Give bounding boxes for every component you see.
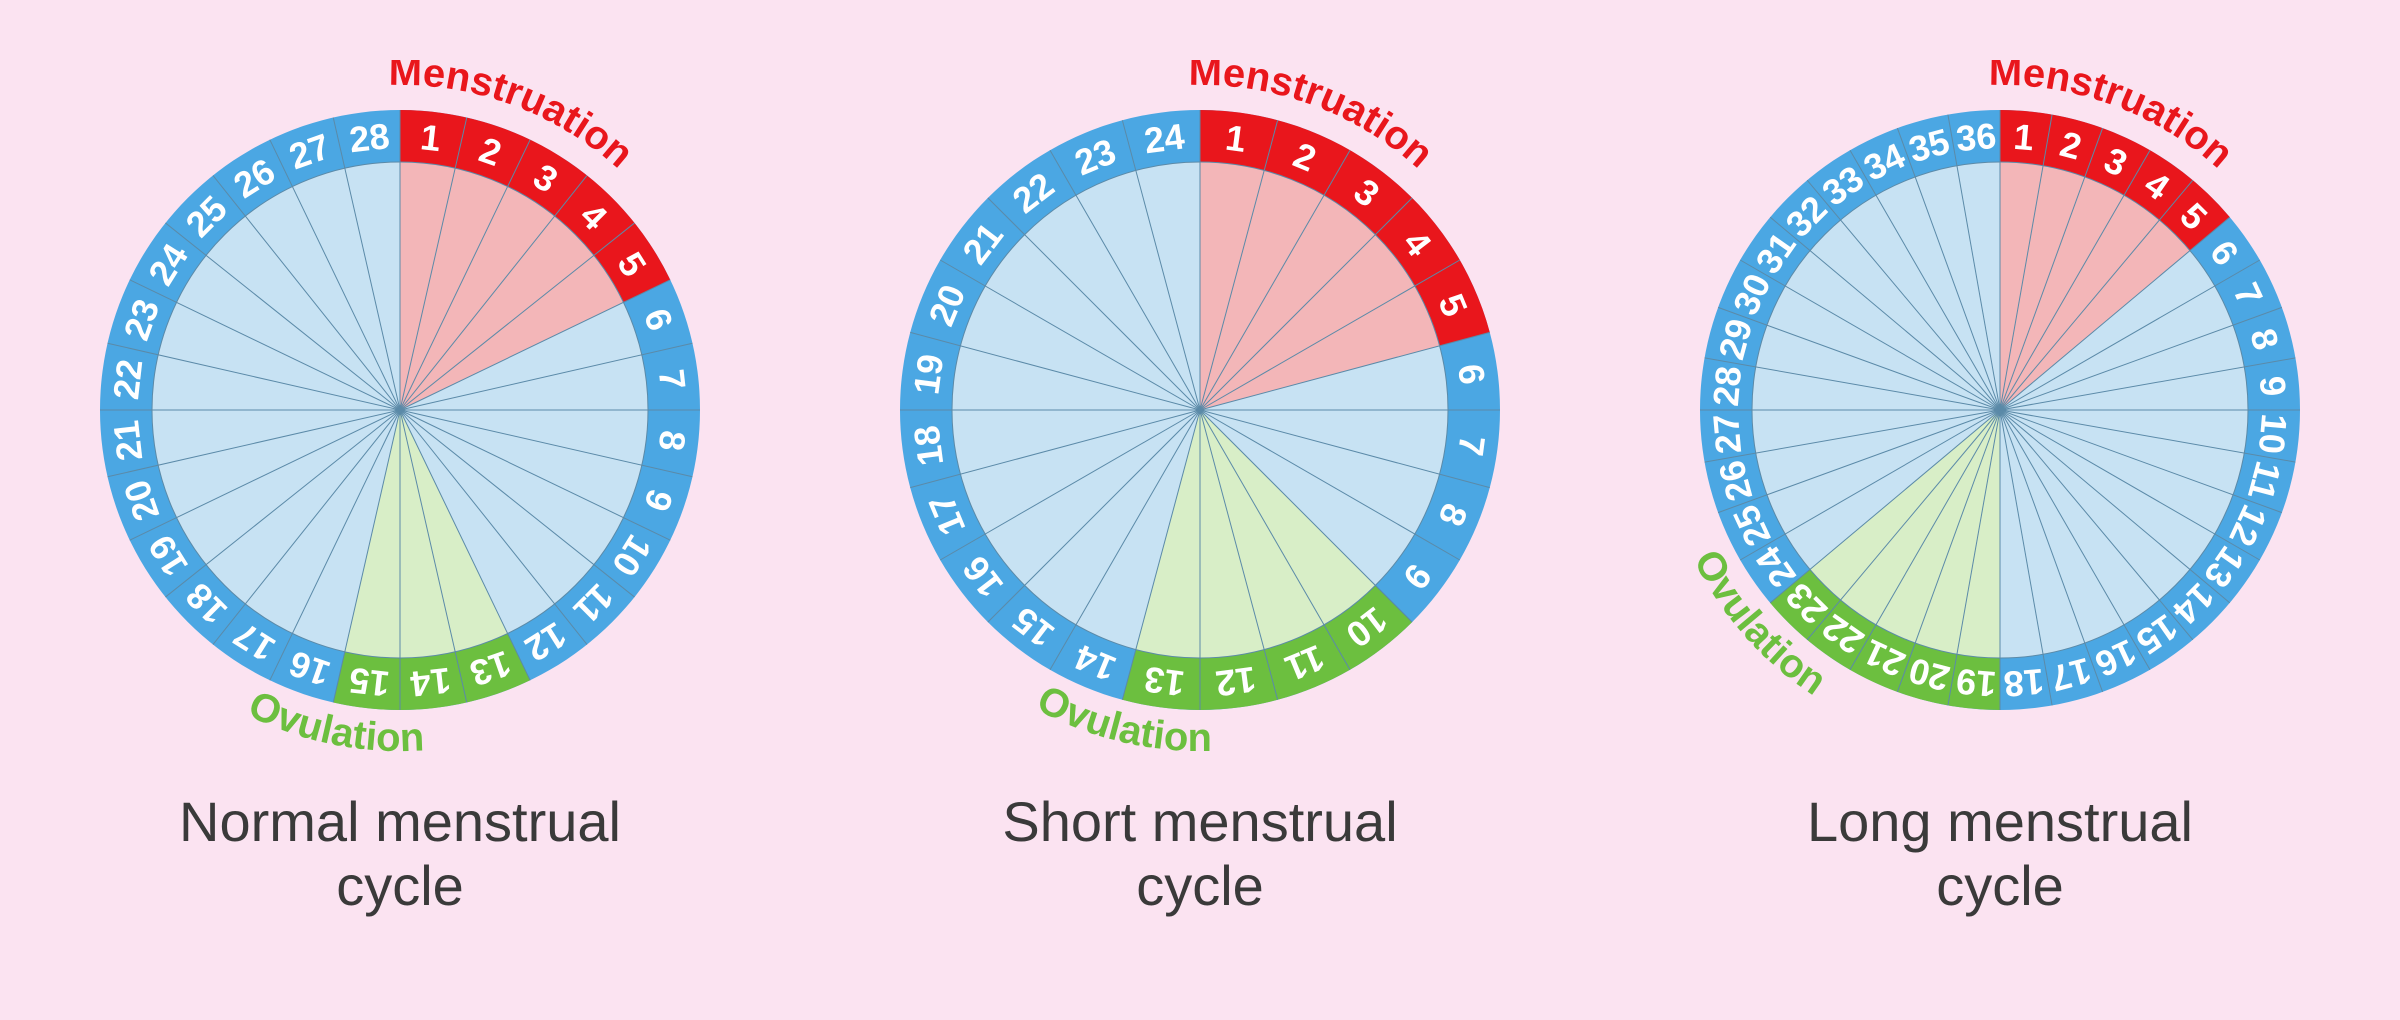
day-number: 28 (347, 115, 391, 160)
day-number: 19 (905, 352, 951, 397)
chart-caption: Normal menstrual cycle (179, 790, 621, 919)
charts-container: 1234567891011121314151617181920212223242… (0, 0, 2400, 1020)
day-number: 18 (2002, 661, 2045, 705)
day-number: 15 (347, 660, 391, 705)
cycle-wheel-short: 123456789101112131415161718192021222324M… (850, 60, 1550, 760)
day-number: 10 (2251, 412, 2295, 455)
day-number: 13 (1142, 659, 1187, 705)
day-number: 22 (105, 357, 150, 401)
day-number: 14 (408, 660, 452, 705)
day-number: 9 (2252, 374, 2295, 398)
day-number: 36 (1954, 115, 1997, 159)
day-number: 24 (1142, 115, 1187, 161)
day-number: 28 (1705, 364, 1749, 407)
chart-block-long: 1234567891011121314151617181920212223242… (1650, 60, 2350, 919)
day-number: 19 (1954, 661, 1997, 705)
chart-caption: Short menstrual cycle (1002, 790, 1397, 919)
day-number: 27 (1705, 412, 1749, 455)
day-number: 18 (905, 423, 951, 468)
chart-block-normal: 1234567891011121314151617181920212223242… (50, 60, 750, 919)
cycle-wheel-long: 1234567891011121314151617181920212223242… (1650, 60, 2350, 760)
day-number: 12 (1213, 659, 1258, 705)
day-number: 21 (105, 418, 150, 462)
day-number: 1 (2012, 116, 2036, 159)
chart-caption: Long menstrual cycle (1807, 790, 2193, 919)
cycle-wheel-normal: 1234567891011121314151617181920212223242… (50, 60, 750, 760)
chart-block-short: 123456789101112131415161718192021222324M… (850, 60, 1550, 919)
